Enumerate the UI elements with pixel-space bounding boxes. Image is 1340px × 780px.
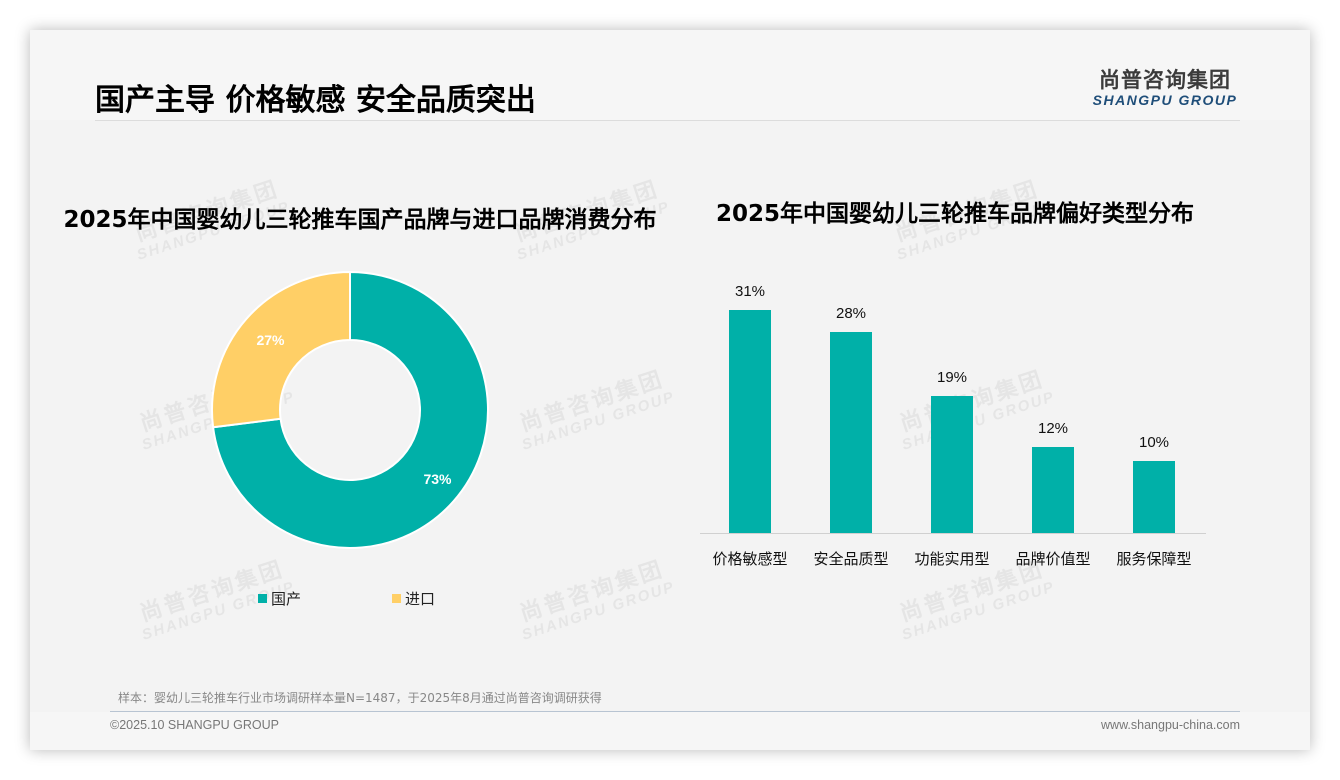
donut-labels: 73% 27% — [256, 332, 452, 487]
logo-cn-text: 尚普咨询集团 — [1099, 68, 1231, 92]
header-band — [30, 30, 1310, 120]
bar-group: 12% 品牌价值型 — [1003, 280, 1103, 580]
title-divider — [95, 120, 1240, 121]
sample-note: 样本：婴幼儿三轮推车行业市场调研样本量N=1487，于2025年8月通过尚普咨询… — [118, 691, 602, 705]
x-axis-tick-label: 价格敏感型 — [712, 550, 788, 568]
legend-item-imported: 进口 — [392, 588, 435, 609]
donut-slice — [211, 270, 351, 429]
donut-data-label: 73% — [423, 471, 452, 487]
bar — [830, 332, 872, 533]
x-axis-line — [700, 533, 1206, 534]
donut-data-label: 27% — [256, 332, 285, 348]
copyright: ©2025.10 SHANGPU GROUP — [110, 718, 279, 732]
bar-chart: 31% 价格敏感型 28% 安全品质型 19% 功能实用型 12% 品牌价值型 10% 服务保障型 — [700, 280, 1206, 580]
bar-group: 19% 功能实用型 — [902, 280, 1002, 580]
bar-data-label: 12% — [1037, 420, 1069, 437]
bar-data-label: 10% — [1138, 434, 1170, 451]
bar-group: 31% 价格敏感型 — [700, 280, 800, 580]
bar — [1133, 461, 1175, 533]
logo-en-text: SHANGPU GROUP — [1092, 92, 1238, 108]
bar — [1032, 447, 1074, 533]
legend-item-domestic: 国产 — [258, 588, 301, 609]
x-axis-tick-label: 服务保障型 — [1116, 550, 1192, 568]
slide: 尚普咨询集团 SHANGPU GROUP 尚普咨询集团 SHANGPU GROUP … — [30, 30, 1310, 750]
company-logo: 尚普咨询集团 SHANGPU GROUP — [1085, 64, 1245, 108]
bar-data-label: 28% — [835, 305, 867, 322]
bar-data-label: 31% — [734, 283, 766, 300]
x-axis-tick-label: 功能实用型 — [914, 550, 990, 568]
bar — [729, 310, 771, 533]
bar-group: 10% 服务保障型 — [1104, 280, 1204, 580]
x-axis-tick-label: 安全品质型 — [813, 550, 889, 568]
x-axis-tick-label: 品牌价值型 — [1015, 550, 1091, 568]
footer-band — [30, 712, 1310, 750]
bar-chart-title: 2025年中国婴幼儿三轮推车品牌偏好类型分布 — [715, 201, 1194, 227]
donut-chart-title: 2025年中国婴幼儿三轮推车国产品牌与进口品牌消费分布 — [63, 207, 657, 233]
bar-group: 28% 安全品质型 — [801, 280, 901, 580]
footer-divider — [110, 711, 1240, 712]
legend-label: 进口 — [405, 590, 436, 608]
website-link: www.shangpu-china.com — [1101, 718, 1240, 732]
bar-data-label: 19% — [936, 369, 968, 386]
donut-slices — [211, 270, 489, 549]
legend-swatch — [258, 594, 267, 603]
donut-slice — [211, 270, 489, 549]
donut-chart: 73% 27% — [211, 270, 489, 549]
legend-swatch — [392, 594, 401, 603]
bar — [931, 396, 973, 533]
legend-label: 国产 — [271, 590, 302, 608]
page-title: 国产主导 价格敏感 安全品质突出 — [95, 83, 536, 118]
